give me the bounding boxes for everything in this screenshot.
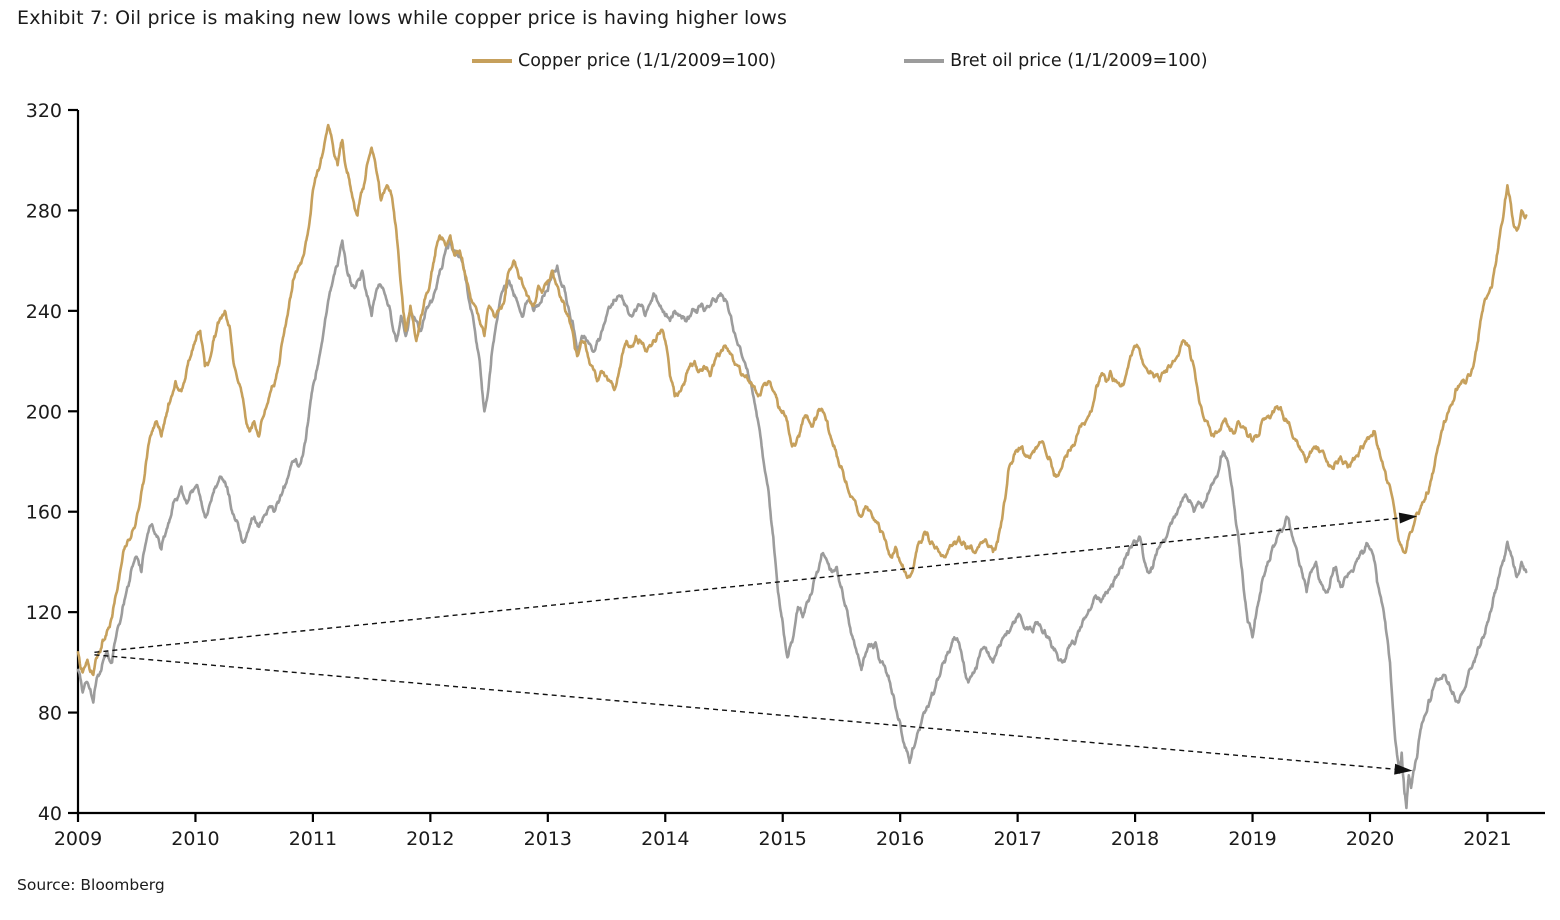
x-tick-label: 2016: [876, 828, 924, 850]
copper-series-line: [76, 123, 1528, 677]
x-tick-label: 2010: [171, 828, 219, 850]
y-tick-label: 80: [38, 703, 62, 725]
x-tick-label: 2009: [54, 828, 102, 850]
x-tick-label: 2019: [1228, 828, 1276, 850]
source-note: Source: Bloomberg: [17, 876, 165, 894]
chart-title: Exhibit 7: Oil price is making new lows …: [17, 7, 788, 29]
y-tick-label: 160: [26, 502, 62, 524]
x-tick-label: 2018: [1111, 828, 1159, 850]
x-tick-label: 2017: [993, 828, 1041, 850]
y-tick-label: 320: [26, 100, 62, 122]
copper-line-swatch-icon: [472, 59, 512, 63]
y-tick-label: 240: [26, 301, 62, 323]
oil-series-line: [76, 239, 1528, 810]
x-tick-label: 2020: [1346, 828, 1394, 850]
y-tick-label: 40: [38, 803, 62, 825]
y-tick-label: 200: [26, 401, 62, 423]
y-tick-label: 120: [26, 602, 62, 624]
legend-item-oil: Bret oil price (1/1/2009=100): [904, 51, 1208, 71]
legend-item-copper: Copper price (1/1/2009=100): [472, 51, 776, 71]
arrowhead-icon: [1398, 512, 1418, 524]
x-tick-label: 2013: [524, 828, 572, 850]
oil-line-swatch-icon: [904, 59, 945, 63]
x-tick-label: 2021: [1463, 828, 1511, 850]
legend: Copper price (1/1/2009=100) Bret oil pri…: [472, 51, 1208, 71]
y-tick-label: 280: [26, 200, 62, 222]
oil-lower-lows-trendline: [94, 654, 1408, 772]
copper-higher-lows-trendline: [94, 516, 1413, 654]
x-tick-label: 2015: [759, 828, 807, 850]
x-tick-label: 2011: [289, 828, 337, 850]
legend-label-copper: Copper price (1/1/2009=100): [518, 51, 777, 71]
x-tick-label: 2014: [641, 828, 689, 850]
axes: [76, 110, 1545, 815]
arrowhead-icon: [1394, 763, 1413, 775]
legend-label-oil: Bret oil price (1/1/2009=100): [950, 51, 1208, 71]
x-tick-label: 2012: [406, 828, 454, 850]
